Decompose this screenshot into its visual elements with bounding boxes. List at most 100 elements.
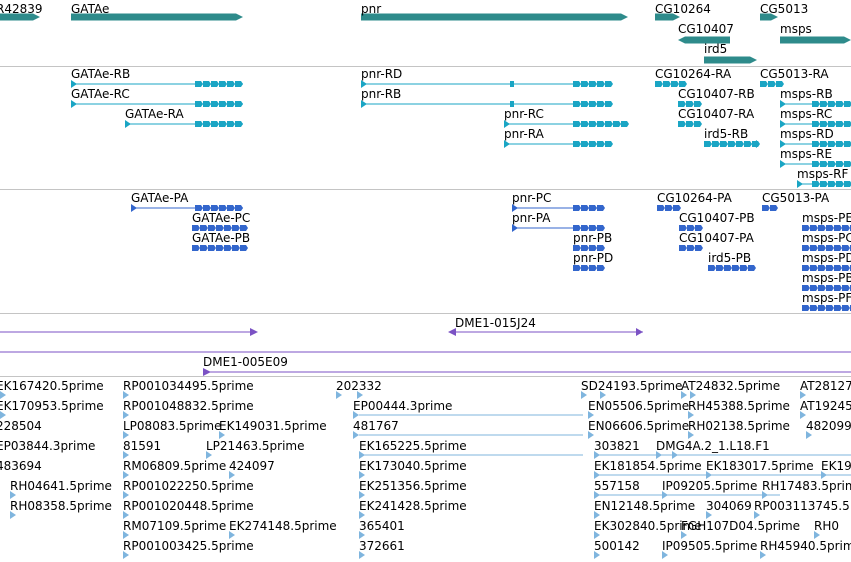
transcript-exon[interactable] [663,81,671,87]
est-glyph[interactable] [123,471,129,479]
transcript-exon[interactable] [844,101,851,107]
protein-exon[interactable] [834,225,842,231]
protein-exon[interactable] [192,245,200,251]
est-label[interactable]: EP03844.3prime [0,439,96,453]
transcript-exon[interactable] [760,81,768,87]
protein-exon[interactable] [810,225,818,231]
protein-exon[interactable] [687,225,695,231]
gene-glyph[interactable] [71,13,243,21]
est-glyph[interactable] [357,391,363,399]
est-label[interactable]: RP001022250.5prime [123,479,254,493]
transcript-exon[interactable] [686,121,694,127]
protein-exon[interactable] [818,225,826,231]
est-glyph[interactable] [123,431,129,439]
est-label[interactable]: 483694 [0,459,42,473]
transcript-arrow[interactable] [71,80,77,88]
transcript-exon[interactable] [203,101,211,107]
protein-exon[interactable] [826,225,834,231]
transcript-exon[interactable] [605,141,613,147]
est-label[interactable]: 481767 [353,419,399,433]
transcript-exon[interactable] [694,101,702,107]
transcript-label[interactable]: msps-RE [780,147,833,161]
gene-glyph[interactable] [0,13,40,21]
est-glyph[interactable] [229,471,235,479]
est-glyph[interactable] [0,391,6,399]
transcript-exon[interactable] [812,181,820,187]
protein-label[interactable]: msps-PF [802,291,851,305]
transcript-exon[interactable] [655,81,663,87]
transcript-exon[interactable] [752,141,760,147]
protein-exon[interactable] [842,285,850,291]
est-label[interactable]: EK274148.5prime [229,519,337,533]
transcript-exon[interactable] [820,181,828,187]
est-label[interactable]: RH17483.5prime [762,479,851,493]
protein-label[interactable]: msps-PD [802,251,851,265]
transcript-exon[interactable] [836,181,844,187]
protein-exon[interactable] [842,245,850,251]
protein-label[interactable]: CG10264-PA [657,191,732,205]
transcript-exon[interactable] [605,81,613,87]
est-label[interactable]: RP003113745.5 [754,499,850,513]
transcript-label[interactable]: pnr-RA [504,127,544,141]
est-glyph[interactable] [10,491,16,499]
transcript-exon[interactable] [227,121,235,127]
transcript-exon[interactable] [510,81,514,87]
est-label[interactable]: 372661 [359,539,405,553]
protein-label[interactable]: CG5013-PA [762,191,830,205]
protein-exon[interactable] [192,225,200,231]
protein-exon[interactable] [573,245,581,251]
protein-exon[interactable] [810,305,818,311]
est-label[interactable]: AT24832.5prime [681,379,781,393]
transcript-label[interactable]: msps-RD [780,127,834,141]
transcript-exon[interactable] [203,81,211,87]
est-label[interactable]: 500142 [594,539,640,553]
transcript-exon[interactable] [195,81,203,87]
transcript-exon[interactable] [828,141,836,147]
gene-label[interactable]: CG10407 [678,22,734,36]
transcript-exon[interactable] [776,81,784,87]
gene-glyph[interactable] [655,13,680,21]
est-label[interactable]: LP21463.5prime [206,439,305,453]
protein-exon[interactable] [740,265,748,271]
transcript-exon[interactable] [820,121,828,127]
protein-exon[interactable] [203,205,211,211]
transcript-arrow[interactable] [780,120,786,128]
protein-label[interactable]: pnr-PC [512,191,552,205]
transcript-exon[interactable] [195,101,203,107]
est-label[interactable]: RP001048832.5prime [123,399,254,413]
protein-exon[interactable] [597,245,605,251]
protein-exon[interactable] [687,245,695,251]
est-label[interactable]: EK167420.5prime [0,379,104,393]
transcript-label[interactable]: pnr-RD [361,67,403,81]
est-label[interactable]: RP001003425.5prime [123,539,254,553]
protein-exon[interactable] [573,205,581,211]
transcript-exon[interactable] [728,141,736,147]
transcript-exon[interactable] [812,101,820,107]
est-label[interactable]: EN05506.5prime [588,399,690,413]
transcript-exon[interactable] [589,121,597,127]
est-label[interactable]: RM06809.5prime [123,459,227,473]
est-glyph[interactable] [688,411,694,419]
transcript-label[interactable]: GATAe-RB [71,67,131,81]
transcript-exon[interactable] [678,101,686,107]
protein-exon[interactable] [657,205,665,211]
protein-arrow[interactable] [512,204,518,212]
protein-label[interactable]: GATAe-PC [192,211,251,225]
est-label[interactable]: 303821 [594,439,640,453]
gene-label[interactable]: CG5013 [760,2,809,16]
protein-label[interactable]: CG10407-PA [679,231,754,245]
est-label[interactable]: EP00444.3prime [353,399,453,413]
transcript-exon[interactable] [844,181,851,187]
protein-exon[interactable] [581,245,589,251]
transcript-exon[interactable] [836,161,844,167]
transcript-arrow[interactable] [780,140,786,148]
est-glyph[interactable] [581,391,587,399]
protein-exon[interactable] [802,245,810,251]
protein-label[interactable]: pnr-PA [512,211,551,225]
protein-exon[interactable] [597,205,605,211]
transcript-exon[interactable] [820,101,828,107]
transcript-exon[interactable] [844,141,851,147]
protein-label[interactable]: msps-PE [802,211,851,225]
transcript-exon[interactable] [812,121,820,127]
transcript-exon[interactable] [836,101,844,107]
